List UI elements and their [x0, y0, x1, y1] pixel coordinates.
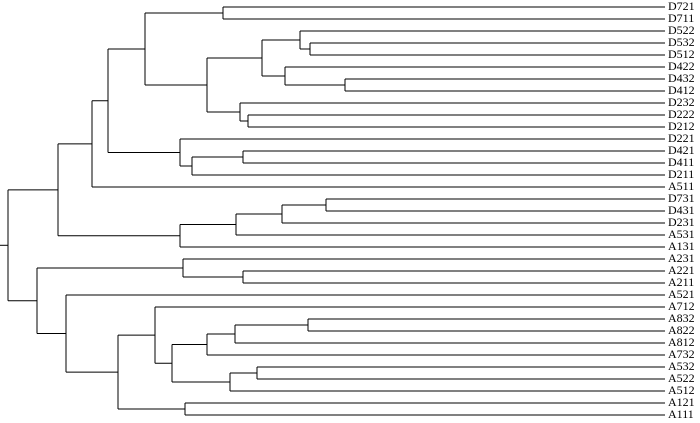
leaf-label: D711 — [668, 11, 694, 25]
leaf-label: D731 — [668, 191, 695, 205]
leaf-label: A511 — [668, 179, 694, 193]
leaf-label: A111 — [668, 407, 694, 421]
leaf-label: A822 — [668, 323, 695, 337]
leaf-label: D421 — [668, 143, 695, 157]
leaf-label: D412 — [668, 83, 695, 97]
leaf-label: D721 — [668, 0, 695, 13]
leaf-label: A532 — [668, 359, 695, 373]
leaf-label: A231 — [668, 251, 695, 265]
leaf-label: D431 — [668, 203, 695, 217]
leaf-label: A221 — [668, 263, 695, 277]
leaf-label: D231 — [668, 215, 695, 229]
leaf-label: D522 — [668, 23, 695, 37]
leaf-label: D532 — [668, 35, 695, 49]
leaf-label: A832 — [668, 311, 695, 325]
leaf-label: A732 — [668, 347, 695, 361]
leaf-label: A131 — [668, 239, 695, 253]
leaf-label: D212 — [668, 119, 695, 133]
leaf-label: D422 — [668, 59, 695, 73]
leaf-label: D221 — [668, 131, 695, 145]
leaf-label: A521 — [668, 287, 695, 301]
leaf-label: A812 — [668, 335, 695, 349]
leaf-label: A512 — [668, 383, 695, 397]
leaf-label: A531 — [668, 227, 695, 241]
leaf-label: A712 — [668, 299, 695, 313]
leaf-label: D232 — [668, 95, 695, 109]
leaf-label: A121 — [668, 395, 695, 409]
leaf-label: A211 — [668, 275, 694, 289]
leaf-label: D411 — [668, 155, 694, 169]
leaf-label: D512 — [668, 47, 695, 61]
leaf-label: D222 — [668, 107, 695, 121]
leaf-label: D211 — [668, 167, 694, 181]
leaf-label: A522 — [668, 371, 695, 385]
leaf-label: D432 — [668, 71, 695, 85]
